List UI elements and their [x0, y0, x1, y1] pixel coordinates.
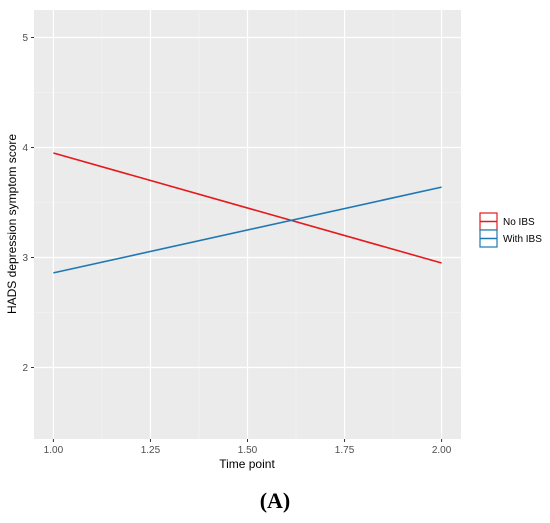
- legend-label-with-ibs: With IBS: [503, 234, 542, 245]
- major-gridlines: [34, 10, 461, 439]
- y-axis-title: HADS depression symptom score: [5, 134, 19, 314]
- x-axis-title: Time point: [219, 457, 275, 471]
- x-tick-label: 2.00: [432, 445, 452, 456]
- y-tick-label: 5: [22, 33, 28, 44]
- x-axis-ticks: 1.00 1.25 1.50 1.75 2.00: [44, 439, 452, 456]
- x-tick-label: 1.25: [141, 445, 161, 456]
- y-tick-label: 4: [22, 143, 28, 154]
- x-tick-label: 1.75: [335, 445, 355, 456]
- y-tick-label: 2: [22, 363, 28, 374]
- x-tick-label: 1.50: [238, 445, 258, 456]
- series-line-with-ibs: [53, 186, 442, 274]
- y-axis-ticks: 2 3 4 5: [22, 33, 34, 374]
- series-line-no-ibs: [53, 152, 442, 264]
- y-tick-label: 3: [22, 253, 28, 264]
- panel-label: (A): [259, 488, 291, 513]
- series-lines: [53, 152, 442, 274]
- legend: No IBS With IBS: [479, 212, 542, 248]
- legend-label-no-ibs: No IBS: [503, 217, 535, 228]
- x-tick-label: 1.00: [44, 445, 64, 456]
